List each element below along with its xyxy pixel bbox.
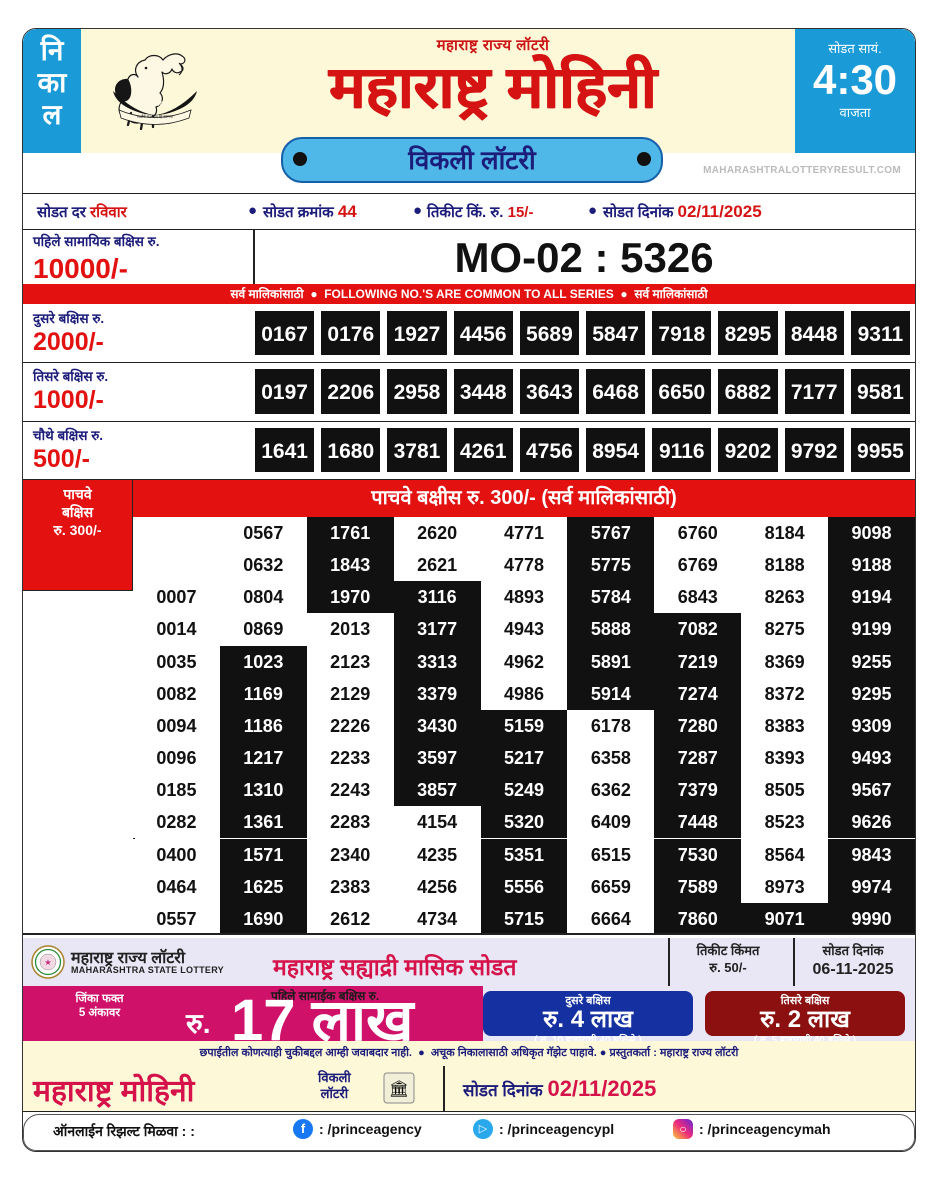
svg-text:महाराष्ट्र लॉटरी: महाराष्ट्र लॉटरी: [140, 100, 169, 108]
svg-text:सर्वांचे कल्याण हि कामना: सर्वांचे कल्याण हि कामना: [137, 114, 174, 119]
svg-text:★: ★: [44, 958, 51, 967]
svg-text:🏛: 🏛: [389, 1080, 409, 1098]
